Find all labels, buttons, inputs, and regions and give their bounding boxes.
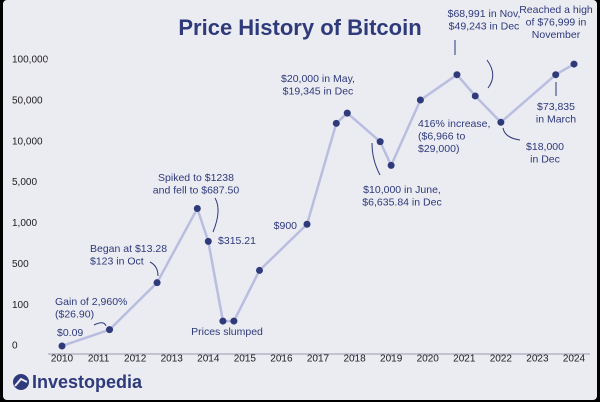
annotation: $49,243 in Dec xyxy=(449,20,520,32)
x-tick-label: 2020 xyxy=(417,354,440,365)
annotation: of $76,999 in xyxy=(526,16,587,28)
annotation: $29,000) xyxy=(418,143,459,155)
annotation: Gain of 2,960% xyxy=(55,296,127,308)
y-tick-label: 50,000 xyxy=(12,95,43,106)
annotation: Prices slumped xyxy=(191,326,263,338)
chart-title: Price History of Bitcoin xyxy=(178,15,421,40)
brand: Investopedia xyxy=(32,372,143,392)
marker xyxy=(230,317,238,325)
annotation: $900 xyxy=(274,220,298,232)
y-tick-label: 5,000 xyxy=(12,177,37,188)
marker xyxy=(471,92,479,100)
annotation: ($26.90) xyxy=(55,308,94,320)
marker xyxy=(58,342,66,350)
background xyxy=(3,0,597,400)
x-tick-label: 2019 xyxy=(380,354,403,365)
y-tick-label: 10,000 xyxy=(12,136,43,147)
annotation: in March xyxy=(536,113,576,125)
marker xyxy=(332,119,340,127)
marker xyxy=(416,96,424,104)
annotation: $20,000 in May, xyxy=(281,73,355,85)
marker xyxy=(219,317,227,325)
x-tick-label: 2018 xyxy=(343,354,366,365)
x-tick-label: 2012 xyxy=(124,354,147,365)
marker xyxy=(193,205,201,213)
x-tick-label: 2024 xyxy=(563,354,586,365)
y-tick-label: 100 xyxy=(12,300,29,311)
y-tick-label: 500 xyxy=(12,259,29,270)
annotation: November xyxy=(532,29,581,41)
marker xyxy=(255,266,263,274)
arrow xyxy=(502,127,521,141)
x-tick-label: 2011 xyxy=(88,354,110,365)
annotation: Spiked to $1238 xyxy=(158,172,234,184)
x-tick-label: 2013 xyxy=(161,354,184,365)
annotation: in Dec xyxy=(530,153,560,165)
y-tick-label: 0 xyxy=(12,341,18,352)
marker xyxy=(570,60,578,68)
marker xyxy=(453,71,461,79)
marker xyxy=(552,71,560,79)
arrows xyxy=(93,40,557,327)
annotation: 416% increase, xyxy=(418,118,490,130)
annotation: Reached a high xyxy=(519,4,593,16)
marker xyxy=(387,161,395,169)
arrow xyxy=(371,142,381,176)
marker xyxy=(376,138,384,146)
annotation: Began at $13.28 xyxy=(90,243,167,255)
marker xyxy=(106,326,114,334)
annotation: $19,345 in Dec xyxy=(283,85,354,97)
annotation: and fell to $687.50 xyxy=(153,184,240,196)
marker xyxy=(343,109,351,117)
x-tick-label: 2021 xyxy=(453,354,476,365)
arrow xyxy=(149,261,159,277)
x-tick-label: 2015 xyxy=(234,354,257,365)
arrow xyxy=(212,197,219,233)
x-tick-label: 2010 xyxy=(51,354,74,365)
x-tick-label: 2023 xyxy=(526,354,549,365)
annotation: $315.21 xyxy=(218,235,256,247)
x-tick-label: 2022 xyxy=(490,354,513,365)
x-tick-label: 2014 xyxy=(197,354,220,365)
annotation: $18,000 xyxy=(526,141,564,153)
y-tick-label: 100,000 xyxy=(12,55,49,66)
annotation: $73,835 xyxy=(537,101,575,113)
arrow xyxy=(93,322,107,327)
annotation: $68,991 in Nov, xyxy=(448,8,521,20)
logo-icon xyxy=(13,374,29,390)
x-tick-label: 2016 xyxy=(270,354,293,365)
marker xyxy=(497,118,505,126)
marker xyxy=(153,279,161,287)
annotation: $123 in Oct xyxy=(90,255,144,267)
y-tick-label: 1,000 xyxy=(12,218,37,229)
annotation: $10,000 in June, xyxy=(363,184,441,196)
x-tick-label: 2017 xyxy=(307,354,330,365)
annotation: ($6,966 to xyxy=(418,130,465,142)
arrow xyxy=(486,59,494,89)
marker xyxy=(303,220,311,228)
logo-mark xyxy=(14,377,28,387)
annotation: $0.09 xyxy=(57,327,83,339)
annotation: $6,635.84 in Dec xyxy=(362,196,441,208)
marker xyxy=(204,237,212,245)
logo: Investopedia xyxy=(13,372,143,392)
